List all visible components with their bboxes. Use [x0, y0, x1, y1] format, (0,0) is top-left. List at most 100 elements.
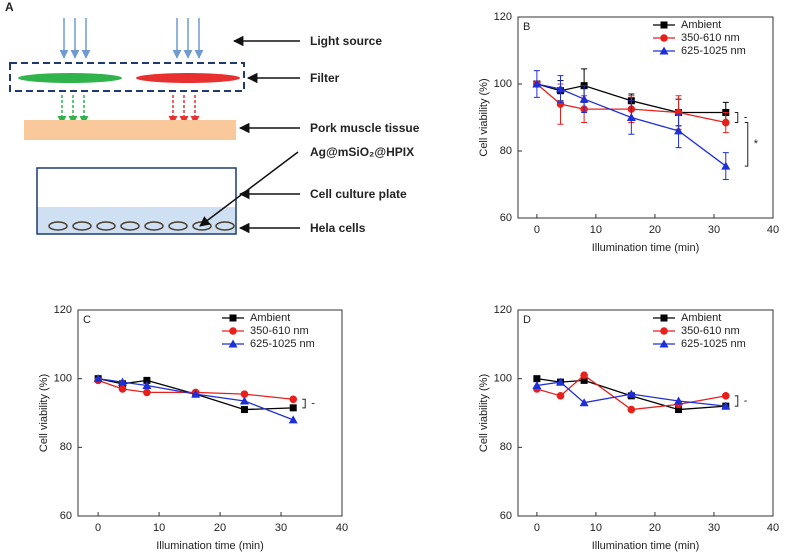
x-tick-label: 20 — [214, 522, 226, 534]
pointer-arrows — [199, 35, 300, 234]
marker — [239, 396, 249, 405]
legend-label: 350-610 nm — [681, 32, 740, 44]
x-tick-label: 20 — [649, 522, 661, 534]
marker — [674, 126, 684, 135]
plot-frame — [517, 309, 774, 517]
green-filter — [18, 73, 122, 83]
y-tick-label: 60 — [60, 510, 72, 522]
marker — [580, 371, 588, 380]
marker — [143, 376, 151, 384]
marker — [556, 84, 565, 93]
diagram-label: Light source — [310, 34, 382, 48]
filtered-arrows — [57, 95, 200, 125]
legend-label: 350-610 nm — [250, 325, 309, 337]
x-tick-label: 40 — [767, 224, 779, 236]
marker — [675, 406, 683, 414]
diagram-label: Cell culture plate — [310, 187, 407, 201]
diagram: A Light source Filter Pork muscle tissue — [5, 0, 420, 235]
y-tick-label: 80 — [500, 145, 512, 157]
legend-label: Ambient — [681, 312, 721, 324]
legend-marker — [228, 339, 238, 348]
annotation: * — [754, 138, 759, 150]
marker — [93, 374, 103, 383]
light-arrows — [59, 18, 204, 59]
series-line — [536, 83, 727, 167]
legend-marker — [659, 46, 669, 55]
y-axis-title: Cell viability (%) — [478, 78, 490, 156]
marker — [626, 389, 636, 398]
y-tick-label: 100 — [494, 373, 512, 385]
marker — [556, 377, 565, 386]
marker — [118, 385, 127, 393]
x-tick-label: 30 — [708, 522, 720, 534]
y-tick-label: 120 — [494, 11, 512, 23]
legend-marker — [659, 339, 669, 348]
legend-marker — [660, 21, 668, 29]
y-tick-label: 120 — [54, 304, 72, 316]
panel-label: C — [83, 314, 91, 326]
diagram-label: Hela cells — [310, 221, 366, 235]
x-tick-label: 10 — [153, 522, 165, 534]
bracket — [302, 398, 306, 409]
x-axis-title: Illumination time (min) — [592, 540, 700, 552]
marker — [191, 389, 201, 398]
panel-label: D — [523, 314, 531, 326]
marker — [118, 377, 128, 386]
marker — [627, 405, 636, 414]
legend-label: Ambient — [250, 312, 290, 324]
series-line — [536, 83, 726, 114]
marker — [721, 401, 731, 410]
bracket — [734, 111, 739, 124]
bracket — [734, 395, 739, 407]
diagram-label: Pork muscle tissue — [310, 121, 420, 135]
series-line — [97, 378, 294, 411]
x-tick-label: 0 — [534, 522, 540, 534]
series-line — [536, 83, 726, 124]
marker — [240, 390, 249, 398]
legend-label: Ambient — [681, 19, 721, 31]
marker — [142, 381, 152, 390]
x-tick-label: 0 — [534, 224, 540, 236]
series-line — [536, 374, 726, 411]
x-axis-title: Illumination time (min) — [592, 242, 700, 254]
legend-marker — [229, 314, 237, 322]
x-tick-label: 10 — [590, 522, 602, 534]
marker — [626, 113, 636, 121]
marker — [289, 395, 298, 404]
legend-label: 350-610 nm — [681, 325, 740, 337]
x-tick-label: 10 — [590, 224, 602, 236]
y-tick-label: 100 — [54, 373, 72, 385]
annotation: - — [311, 397, 315, 409]
y-axis-title: Cell viability (%) — [478, 374, 490, 452]
diagram-label: Filter — [310, 71, 340, 85]
plot-frame — [517, 16, 774, 219]
y-tick-label: 80 — [60, 441, 72, 453]
marker — [532, 381, 542, 390]
legend-marker — [229, 327, 237, 335]
x-axis-title: Illumination time (min) — [156, 540, 264, 552]
legend-marker — [660, 34, 668, 42]
legend-label: 625-1025 nm — [681, 45, 746, 57]
marker — [580, 376, 588, 384]
panel-label: B — [523, 21, 530, 33]
legend-label: 625-1025 nm — [681, 338, 746, 350]
cells — [48, 221, 235, 231]
panel-label: A — [5, 0, 14, 14]
marker — [721, 392, 730, 400]
annotation: - — [744, 395, 748, 407]
marker — [143, 388, 151, 397]
marker — [556, 392, 565, 400]
series-line — [97, 379, 294, 400]
series-line — [98, 378, 294, 421]
bracket — [744, 122, 749, 167]
marker — [579, 94, 589, 103]
legend-marker — [660, 314, 668, 322]
y-tick-label: 80 — [500, 441, 512, 453]
marker — [240, 406, 248, 414]
marker — [533, 375, 541, 383]
marker — [288, 415, 298, 424]
culture-plate — [36, 167, 237, 235]
x-tick-label: 20 — [649, 224, 661, 236]
y-axis-title: Cell viability (%) — [38, 374, 50, 452]
legend-marker — [660, 327, 668, 335]
